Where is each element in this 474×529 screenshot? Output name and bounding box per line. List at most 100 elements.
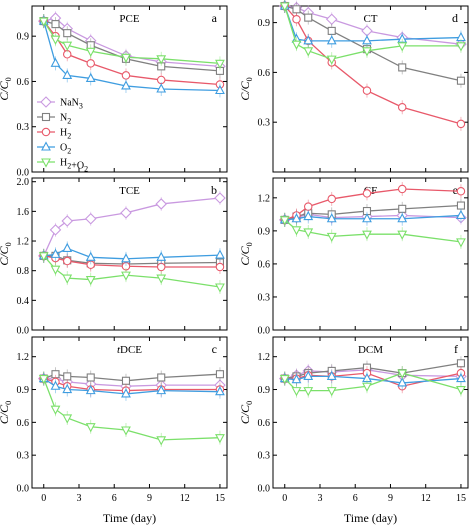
- data-point: [326, 55, 337, 65]
- data-point: [85, 384, 96, 395]
- series-h2-o2: [38, 14, 225, 71]
- data-point: [326, 35, 337, 45]
- data-point: [326, 387, 337, 397]
- y-tick-label: 1.2: [17, 352, 30, 363]
- data-point: [397, 213, 408, 223]
- data-point: [214, 192, 226, 204]
- legend-label: O2: [60, 143, 71, 156]
- panel-c: 0.0 0.3 0.6 0.9 1.2 0 3 6 9 12 15 tDCE c: [17, 336, 228, 504]
- data-point: [215, 262, 225, 272]
- data-point: [50, 35, 61, 45]
- data-point: [303, 202, 313, 211]
- data-point: [121, 80, 131, 90]
- data-point: [215, 59, 225, 70]
- legend-label: NaN3: [60, 98, 83, 111]
- data-point: [121, 426, 131, 436]
- data-point: [397, 184, 407, 194]
- data-point: [156, 83, 167, 93]
- legend-label: H2+O2: [60, 158, 88, 174]
- series-h2-o2: [279, 0, 466, 67]
- panel-letter: e: [453, 183, 458, 197]
- y-tick-label: 0.6: [17, 77, 30, 88]
- y-tick-label: 0.6: [17, 418, 30, 429]
- panel-title: TCE: [119, 185, 140, 197]
- data-point: [121, 388, 131, 398]
- panel-title: PCE: [119, 13, 139, 25]
- data-point: [279, 2, 290, 12]
- y-tick-label: 0.3: [258, 118, 271, 129]
- x-tick-label: 6: [353, 493, 358, 504]
- y-axis-label: C/C0: [0, 77, 13, 100]
- data-point: [362, 382, 372, 392]
- data-point: [62, 69, 73, 79]
- legend: NaN3 N2 H2 O2 H2+O2: [37, 96, 88, 174]
- y-tick-label: 0.9: [258, 385, 271, 396]
- data-point: [63, 29, 72, 38]
- data-point: [50, 265, 61, 275]
- data-point: [397, 230, 408, 240]
- data-point: [86, 373, 95, 382]
- data-point: [85, 276, 96, 286]
- y-axis-label: C/C0: [0, 401, 13, 424]
- y-tick-label: 0.8: [17, 266, 30, 277]
- data-point: [155, 198, 167, 210]
- y-tick-label: 2.0: [17, 177, 30, 188]
- data-point: [85, 251, 96, 261]
- x-tick-label: 12: [421, 493, 431, 504]
- data-point: [397, 369, 408, 379]
- data-point: [215, 386, 225, 396]
- panel-title: tDCE: [117, 344, 142, 356]
- series-h2-o2: [279, 212, 466, 249]
- series-h2-o2: [38, 248, 225, 294]
- data-point: [362, 213, 372, 223]
- series-line: [43, 197, 221, 257]
- y-tick-label: 0.6: [258, 418, 271, 429]
- data-point: [156, 274, 167, 284]
- data-point: [326, 232, 337, 243]
- series-h2-o2: [279, 366, 466, 398]
- panel-e: 0.00.30.60.91.2CF e: [258, 177, 469, 337]
- legend-marker: [41, 112, 51, 122]
- y-tick-label: 1.2: [258, 193, 271, 204]
- data-point: [303, 370, 314, 380]
- data-point: [456, 201, 466, 210]
- plot-frame: [272, 5, 469, 173]
- panel-letter: c: [212, 342, 217, 356]
- data-point: [291, 387, 302, 397]
- data-point: [362, 86, 372, 95]
- x-tick-label: 15: [456, 493, 466, 504]
- plot-frame: [272, 336, 469, 489]
- data-point: [121, 253, 131, 263]
- data-point: [62, 256, 72, 266]
- data-point: [85, 47, 96, 57]
- x-tick-label: 12: [180, 493, 190, 504]
- data-point: [362, 47, 372, 57]
- y-tick-label: 0.0: [17, 168, 30, 179]
- y-axis-label: C/C0: [238, 242, 254, 265]
- data-point: [86, 59, 95, 68]
- data-point: [62, 41, 73, 51]
- panel-b: 0.0 0.4 0.8 1.2 1.6 2.0 TCE b: [17, 177, 228, 337]
- data-point: [456, 372, 466, 383]
- data-point: [156, 384, 167, 395]
- data-point: [85, 72, 96, 82]
- panel-title: DCM: [358, 344, 383, 356]
- data-point: [120, 207, 132, 219]
- y-tick-label: 0.3: [258, 451, 271, 462]
- data-point: [62, 383, 73, 394]
- data-point: [456, 359, 466, 368]
- plot-frame: [31, 177, 228, 331]
- data-point: [456, 238, 466, 248]
- x-axis-label: Time (day): [344, 511, 397, 525]
- data-point: [303, 228, 314, 238]
- data-point: [85, 423, 96, 433]
- y-tick-label: 0.4: [17, 296, 30, 307]
- data-point: [121, 271, 131, 281]
- legend-marker: [41, 127, 51, 137]
- data-point: [50, 405, 61, 415]
- data-point: [157, 373, 166, 382]
- data-point: [456, 209, 466, 219]
- data-point: [156, 251, 167, 261]
- data-point: [303, 210, 314, 221]
- data-point: [63, 372, 72, 381]
